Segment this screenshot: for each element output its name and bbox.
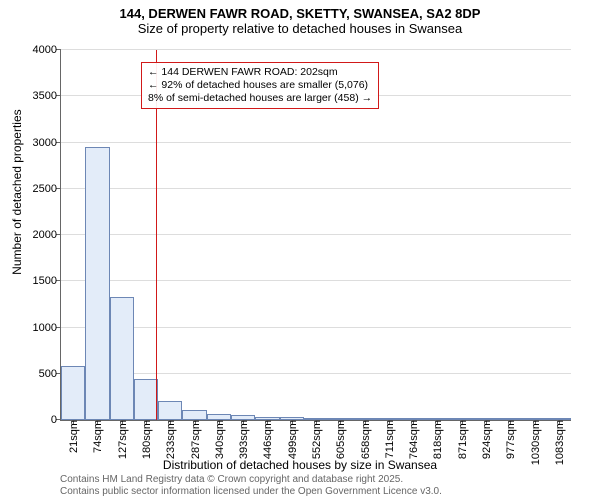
gridline bbox=[61, 373, 571, 374]
y-tick-label: 500 bbox=[39, 368, 61, 380]
x-axis-label: Distribution of detached houses by size … bbox=[0, 458, 600, 472]
x-tick-label: 552sqm bbox=[309, 420, 323, 459]
histogram-bar bbox=[85, 147, 109, 420]
x-tick-label: 393sqm bbox=[236, 420, 250, 459]
x-tick-label: 74sqm bbox=[90, 420, 104, 453]
y-tick-label: 0 bbox=[51, 414, 61, 426]
x-tick-label: 287sqm bbox=[188, 420, 202, 459]
chart-subtitle: Size of property relative to detached ho… bbox=[0, 21, 600, 38]
gridline bbox=[61, 234, 571, 235]
x-tick-label: 446sqm bbox=[260, 420, 274, 459]
histogram-bar bbox=[134, 379, 158, 420]
x-tick-label: 21sqm bbox=[66, 420, 80, 453]
gridline bbox=[61, 49, 571, 50]
x-tick-label: 871sqm bbox=[455, 420, 469, 459]
gridline bbox=[61, 142, 571, 143]
y-tick-label: 4000 bbox=[33, 44, 61, 56]
annotation-line: ← 92% of detached houses are smaller (5,… bbox=[148, 79, 372, 92]
y-tick-label: 1500 bbox=[33, 275, 61, 287]
y-tick-label: 3500 bbox=[33, 90, 61, 102]
histogram-bar bbox=[158, 401, 182, 420]
y-tick-label: 2500 bbox=[33, 183, 61, 195]
footer-line: Contains HM Land Registry data © Crown c… bbox=[60, 474, 442, 486]
plot-area: 0500100015002000250030003500400021sqm74s… bbox=[60, 50, 571, 421]
y-tick-label: 3000 bbox=[33, 137, 61, 149]
x-tick-label: 340sqm bbox=[212, 420, 226, 459]
y-axis-label: Number of detached properties bbox=[10, 109, 24, 274]
x-tick-label: 127sqm bbox=[115, 420, 129, 459]
histogram-bar bbox=[182, 410, 206, 420]
annotation-line: 8% of semi-detached houses are larger (4… bbox=[148, 92, 372, 105]
x-tick-label: 977sqm bbox=[503, 420, 517, 459]
x-tick-label: 818sqm bbox=[430, 420, 444, 459]
chart-title: 144, DERWEN FAWR ROAD, SKETTY, SWANSEA, … bbox=[0, 0, 600, 21]
y-tick-label: 1000 bbox=[33, 322, 61, 334]
annotation-line: ← 144 DERWEN FAWR ROAD: 202sqm bbox=[148, 66, 372, 79]
x-tick-label: 711sqm bbox=[382, 420, 396, 458]
y-tick-label: 2000 bbox=[33, 229, 61, 241]
annotation-box: ← 144 DERWEN FAWR ROAD: 202sqm ← 92% of … bbox=[141, 62, 379, 109]
histogram-bar bbox=[110, 297, 134, 420]
x-tick-label: 499sqm bbox=[285, 420, 299, 459]
chart-container: 144, DERWEN FAWR ROAD, SKETTY, SWANSEA, … bbox=[0, 0, 600, 500]
x-tick-label: 233sqm bbox=[163, 420, 177, 459]
x-tick-label: 605sqm bbox=[333, 420, 347, 459]
x-tick-label: 180sqm bbox=[139, 420, 153, 459]
footer-attribution: Contains HM Land Registry data © Crown c… bbox=[60, 474, 442, 498]
gridline bbox=[61, 280, 571, 281]
gridline bbox=[61, 188, 571, 189]
x-tick-label: 924sqm bbox=[479, 420, 493, 459]
footer-line: Contains public sector information licen… bbox=[60, 486, 442, 498]
x-tick-label: 658sqm bbox=[358, 420, 372, 459]
histogram-bar bbox=[61, 366, 85, 420]
gridline bbox=[61, 327, 571, 328]
x-tick-label: 764sqm bbox=[406, 420, 420, 459]
